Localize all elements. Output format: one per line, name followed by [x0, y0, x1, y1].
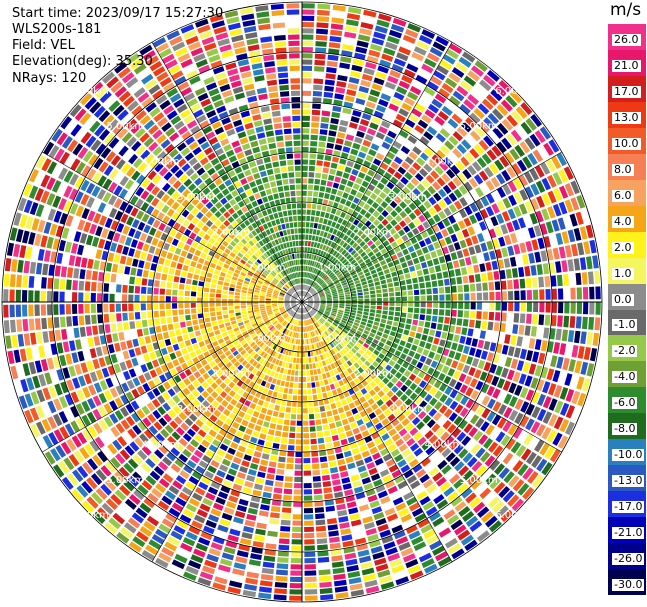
colorbar-tick-label: 8.0: [612, 162, 634, 176]
colorbar-tick-label: 10.0: [612, 136, 641, 150]
range-ring-label: 2.00km: [354, 227, 392, 238]
colorbar-tick-label: 2.0: [612, 240, 634, 254]
range-ring-label: 6.00km: [71, 86, 109, 97]
colorbar-tick-label: -26.0: [612, 552, 645, 566]
colorbar-tick-label: -6.0: [612, 396, 638, 410]
range-ring-label: 3.00km: [389, 404, 427, 415]
colorbar-tick-label: -1.0: [612, 318, 638, 332]
range-ring-label: 2.00km: [212, 227, 250, 238]
range-ring-label: 5.00km: [106, 475, 144, 486]
colorbar-tick-label: -8.0: [612, 422, 638, 436]
range-ring-label: 5.00km: [460, 121, 498, 132]
start-time-label: Start time: 2023/09/17 15:27:30: [12, 6, 224, 21]
colorbar-tick-label: -30.0: [612, 578, 645, 592]
azimuth-spoke: [301, 151, 562, 303]
colorbar-tick-label: 4.0: [612, 214, 634, 228]
azimuth-spoke: [301, 301, 453, 562]
colorbar-tick-label: -13.0: [612, 474, 645, 488]
colorbar-unit: m/s: [610, 0, 642, 20]
range-ring-label: 4.00km: [425, 157, 463, 168]
range-ring-label: 5.00km: [460, 475, 498, 486]
range-ring-label: 1.00km: [248, 263, 286, 274]
colorbar-tick-label: 26.0: [612, 32, 641, 46]
colorbar-tick-label: 17.0: [612, 84, 641, 98]
field-label: Field: VEL: [12, 38, 75, 53]
azimuth-spoke: [301, 301, 562, 453]
azimuth-spoke: [42, 151, 303, 303]
azimuth-spoke: [301, 42, 453, 303]
range-ring-label: 4.00km: [425, 439, 463, 450]
colorbar-tick-label: 1.0: [612, 266, 634, 280]
colorbar-tick-label: -17.0: [612, 500, 645, 514]
range-ring-label: 4.00km: [142, 439, 180, 450]
nrays-label: NRays: 120: [12, 71, 87, 86]
azimuth-spoke: [151, 42, 303, 303]
range-ring-label: 3.00km: [177, 192, 215, 203]
range-ring-label: 6.00km: [495, 86, 533, 97]
velocity-rays: [3, 3, 601, 601]
colorbar-tick-label: 6.0: [612, 188, 634, 202]
colorbar-tick-label: -21.0: [612, 526, 645, 540]
colorbar-tick-label: -10.0: [612, 448, 645, 462]
range-ring-label: 4.00km: [142, 157, 180, 168]
range-ring-label: 1.00km: [248, 333, 286, 344]
range-ring-label: 5.00km: [106, 121, 144, 132]
azimuth-spokes: [2, 2, 602, 602]
range-ring-label: 2.00km: [212, 369, 250, 380]
elevation-label: Elevation(deg): 35.30: [12, 54, 153, 69]
range-ring-label: 1.00km: [318, 333, 356, 344]
azimuth-spoke: [151, 301, 303, 562]
colorbar-tick-label: -4.0: [612, 370, 638, 384]
range-ring-label: 3.00km: [389, 192, 427, 203]
colorbar-tick-label: 13.0: [612, 110, 641, 124]
range-ring-label: 2.00km: [354, 369, 392, 380]
azimuth-spoke: [42, 301, 303, 453]
range-ring-label: 6.00km: [71, 510, 109, 521]
range-ring-labels: 1.00km 1.00km 1.00km 1.00km 2.00km 2.00km 2.00…: [71, 86, 533, 521]
range-ring-label: 3.00km: [177, 404, 215, 415]
range-ring-label: 6.00km: [495, 510, 533, 521]
colorbar-tick-label: 21.0: [612, 58, 641, 72]
range-ring-label: 1.00km: [318, 263, 356, 274]
colorbar-tick-label: -2.0: [612, 344, 638, 358]
instrument-label: WLS200s-181: [12, 22, 102, 37]
colorbar-tick-label: 0.0: [612, 292, 634, 306]
